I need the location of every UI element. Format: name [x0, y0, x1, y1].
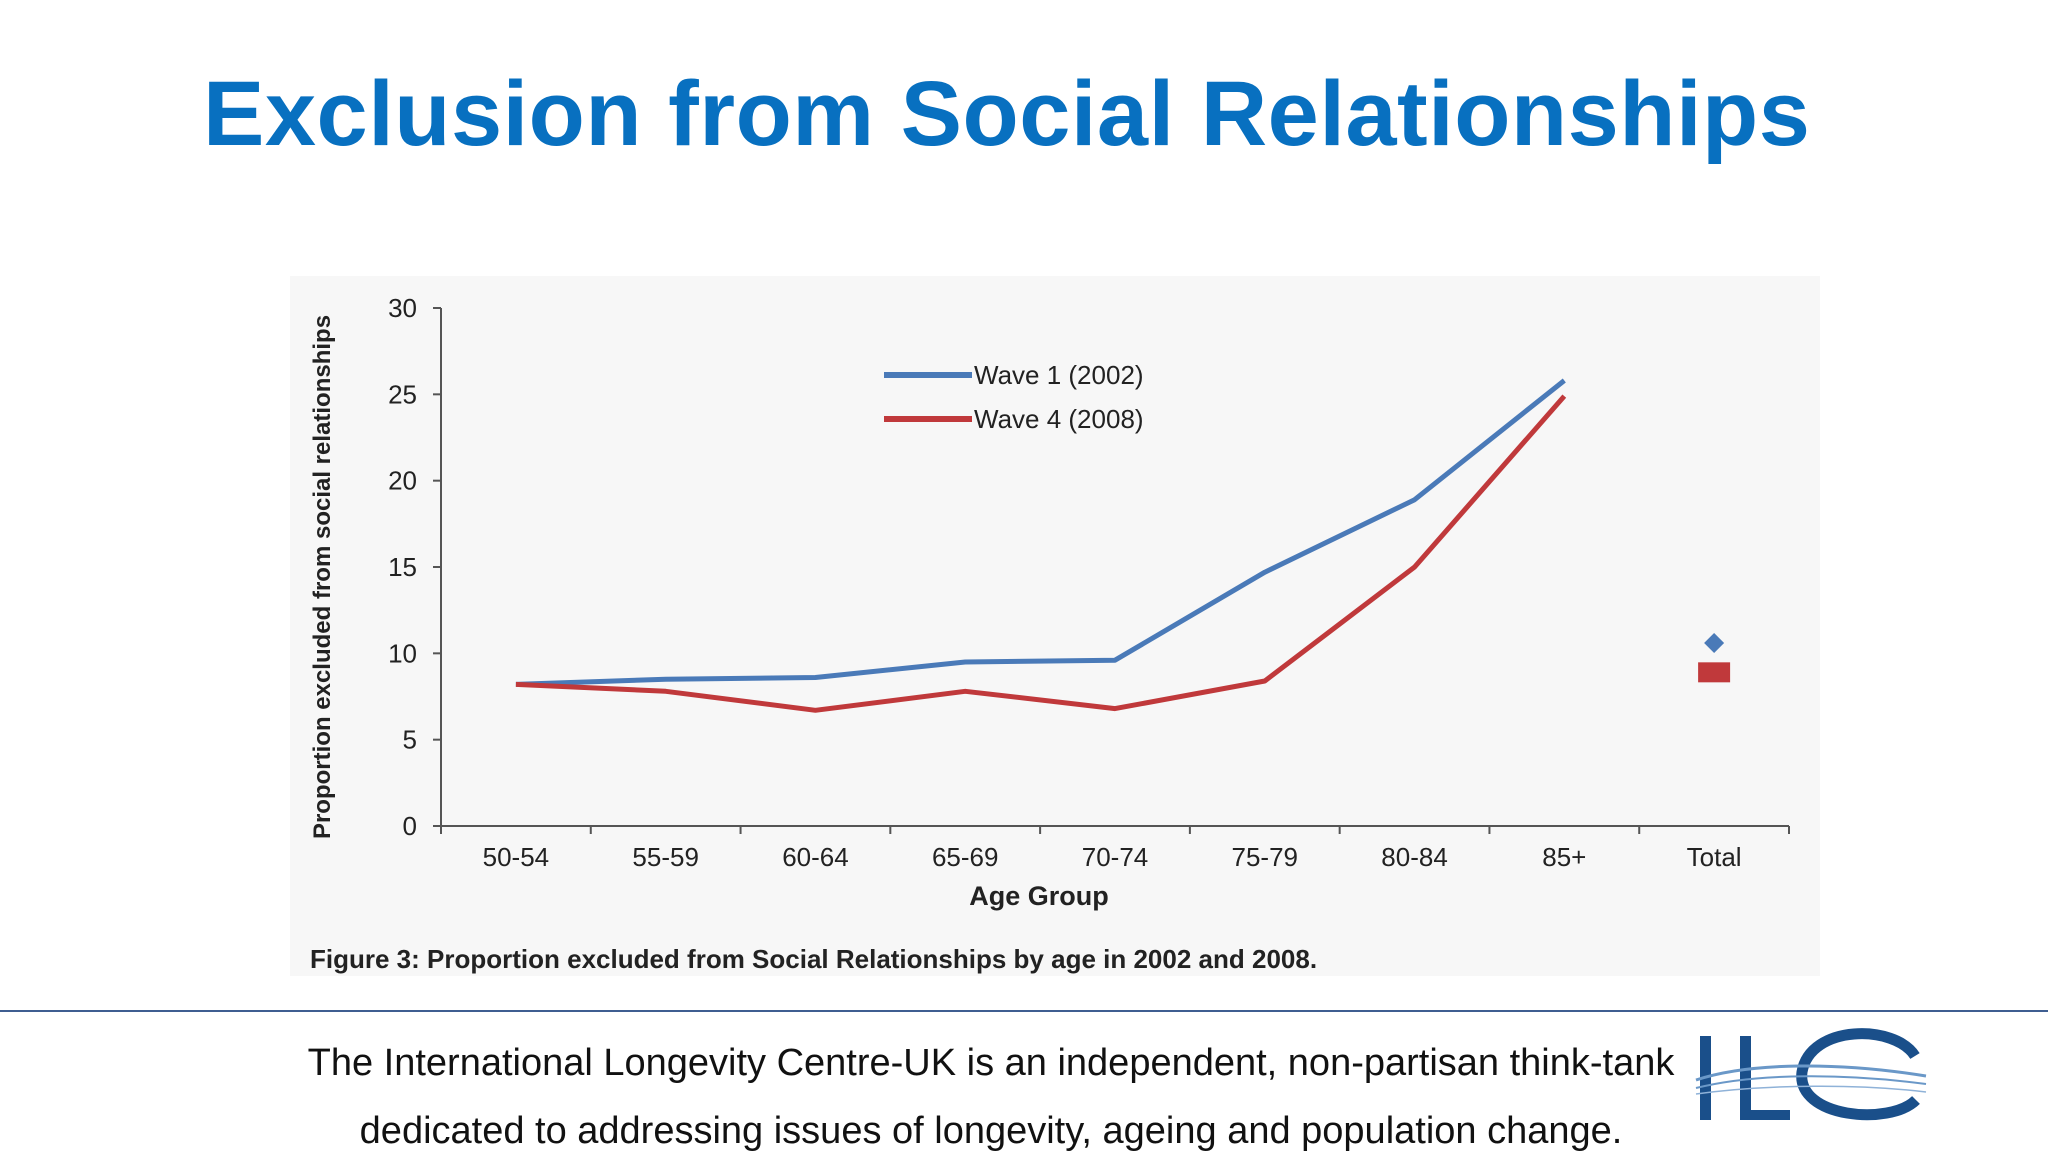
figure-caption: Figure 3: Proportion excluded from Socia… [310, 944, 1317, 974]
total-marker-2 [1698, 662, 1731, 683]
y-tick-label: 30 [388, 293, 417, 323]
line-chart: 0 5 10 15 20 25 30 50-54 55-59 60-64 65-69 70-74 75-… [309, 293, 1790, 974]
y-tick-label: 15 [388, 552, 417, 582]
footer-text-line-2: dedicated to addressing issues of longev… [359, 1110, 1623, 1152]
chart-panel: 0 5 10 15 20 25 30 50-54 55-59 60-64 65-69 70-74 75-… [290, 276, 1820, 976]
x-tick-label: 50-54 [483, 842, 550, 872]
x-tick-label: 80-84 [1381, 842, 1448, 872]
y-tick-label: 5 [403, 725, 417, 755]
x-tick-label: 70-74 [1082, 842, 1149, 872]
y-tick-label: 20 [388, 466, 417, 496]
series-line-1 [515, 378, 1566, 687]
legend-label-2: Wave 4 (2008) [974, 404, 1144, 434]
series-line-2 [515, 394, 1567, 713]
legend-label-1: Wave 1 (2002) [974, 360, 1144, 390]
y-tick-label: 10 [388, 638, 417, 668]
ilc-logo-icon [1695, 1028, 1927, 1121]
y-tick-label: 0 [403, 811, 417, 841]
x-tick-label: 85+ [1542, 842, 1586, 872]
x-tick-label: 75-79 [1232, 842, 1299, 872]
total-marker-1 [1704, 632, 1725, 653]
footer-text-line-1: The International Longevity Centre-UK is… [307, 1042, 1675, 1084]
footer-divider [0, 1010, 2048, 1012]
y-tick-label: 25 [388, 379, 417, 409]
x-tick-label: 65-69 [932, 842, 999, 872]
x-tick-label: 60-64 [782, 842, 849, 872]
y-axis-title: Proportion excluded from social relation… [309, 315, 336, 839]
slide-title: Exclusion from Social Relationships [203, 63, 1811, 165]
x-tick-label: Total [1687, 842, 1742, 872]
x-axis-title: Age Group [969, 881, 1109, 911]
x-tick-label: 55-59 [632, 842, 699, 872]
